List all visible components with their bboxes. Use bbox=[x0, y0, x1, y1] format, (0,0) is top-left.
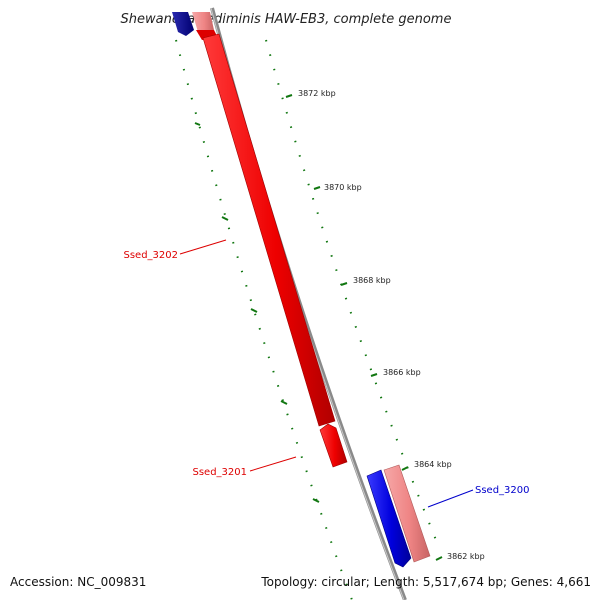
gene-label-ssed-3200[interactable]: Ssed_3200 bbox=[475, 485, 530, 496]
gene-arrow-top-forward bbox=[192, 12, 214, 32]
kbp-label: 3864 kbp bbox=[414, 460, 452, 469]
gene-label-ssed-3201[interactable]: Ssed_3201 bbox=[192, 467, 247, 478]
accession-text: Accession: NC_009831 bbox=[10, 575, 146, 589]
gene-label-connector bbox=[249, 456, 297, 472]
gene-label-connector bbox=[179, 239, 227, 255]
gene-arrow-top-reverse bbox=[172, 12, 194, 36]
map-title: Shewanella sediminis HAW-EB3, complete g… bbox=[121, 12, 452, 27]
gc-track-inner bbox=[175, 39, 353, 600]
kbp-label: 3868 kbp bbox=[353, 276, 391, 285]
kbp-label: 3870 kbp bbox=[324, 183, 362, 192]
kbp-label: 3862 kbp bbox=[447, 552, 485, 561]
gene-arrow-pink-forward bbox=[383, 464, 431, 563]
gene-arrow-ssed-3200 bbox=[366, 469, 412, 568]
gene-arrow-ssed-3202 bbox=[202, 33, 336, 427]
gene-arrow-ssed-3201 bbox=[319, 423, 348, 468]
kbp-label: 3872 kbp bbox=[298, 89, 336, 98]
kbp-label: 3866 kbp bbox=[383, 368, 421, 377]
genome-summary-text: Topology: circular; Length: 5,517,674 bp… bbox=[260, 575, 591, 589]
gene-label-ssed-3202[interactable]: Ssed_3202 bbox=[123, 250, 178, 261]
gc-peak-ticks bbox=[194, 94, 443, 561]
gene-label-connector bbox=[427, 489, 474, 508]
